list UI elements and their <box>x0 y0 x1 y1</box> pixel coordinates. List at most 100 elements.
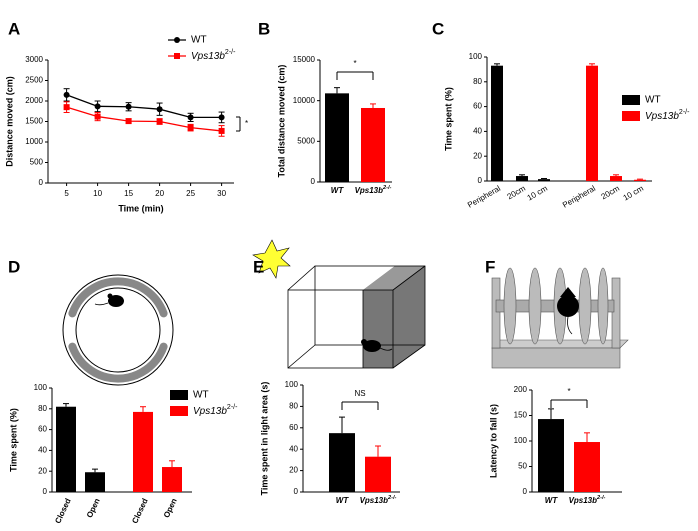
y-tick-label: 0 <box>478 176 483 185</box>
bar <box>365 456 391 492</box>
bar <box>610 176 622 181</box>
y-tick-label: 5000 <box>297 136 315 145</box>
x-tick-label: 20 <box>155 189 164 198</box>
panel-label: D <box>8 257 20 276</box>
x-tick-label: WT <box>545 496 559 505</box>
bar <box>538 179 550 181</box>
point <box>218 127 225 134</box>
bar <box>516 176 528 181</box>
y-tick-label: 60 <box>38 425 47 434</box>
y-tick-label: 500 <box>30 158 44 167</box>
y-tick-label: 150 <box>514 411 528 420</box>
point <box>94 113 101 120</box>
point <box>218 114 225 121</box>
y-tick-label: 20 <box>38 466 47 475</box>
legend-swatch <box>622 95 640 105</box>
y-tick-label: 0 <box>523 487 528 496</box>
x-tick-label: WT <box>331 186 345 195</box>
x-tick-label: Vps13b2-/- <box>569 495 606 505</box>
point <box>187 124 194 131</box>
x-tick-label: WT <box>336 496 350 505</box>
annotation: * <box>245 119 248 128</box>
x-tick-label: 20cm <box>600 184 622 202</box>
maze-illustration <box>62 274 174 386</box>
y-tick-label: 40 <box>473 127 482 136</box>
bar <box>586 65 598 181</box>
y-tick-label: 10000 <box>293 96 316 105</box>
bar <box>329 433 355 492</box>
panel-label: B <box>258 19 270 38</box>
legend-marker <box>174 53 180 59</box>
panel-label: C <box>432 19 444 38</box>
bar <box>538 419 564 492</box>
legend-swatch <box>170 390 188 400</box>
legend-label: WT <box>645 95 661 106</box>
y-tick-label: 40 <box>38 446 47 455</box>
y-tick-label: 80 <box>473 77 482 86</box>
legend-label: Vps13b2-/- <box>645 109 690 121</box>
y-tick-label: 100 <box>469 52 483 61</box>
y-tick-label: 3000 <box>25 55 43 64</box>
y-tick-label: 2000 <box>25 96 43 105</box>
y-axis-title: Latency to fall (s) <box>488 404 498 478</box>
bar <box>162 467 182 492</box>
y-tick-label: 20 <box>473 151 482 160</box>
legend-label: WT <box>193 390 209 401</box>
y-tick-label: 1000 <box>25 137 43 146</box>
panel-label: E <box>253 257 264 276</box>
bar <box>56 406 76 492</box>
bar <box>634 179 646 181</box>
y-tick-label: 0 <box>39 178 44 187</box>
annotation: NS <box>354 389 365 398</box>
point <box>125 118 132 125</box>
y-tick-label: 80 <box>289 402 298 411</box>
x-tick-label: Peripheral <box>561 184 597 210</box>
rotarod-illustration <box>491 267 629 369</box>
y-tick-label: 0 <box>311 177 316 186</box>
x-tick-label: Open <box>85 497 102 519</box>
y-tick-label: 200 <box>514 385 528 394</box>
point <box>63 104 70 111</box>
point <box>94 103 101 110</box>
legend-swatch <box>170 406 188 416</box>
x-tick-label: 10 cm <box>526 184 550 203</box>
y-tick-label: 40 <box>289 444 298 453</box>
legend-swatch <box>622 111 640 121</box>
y-tick-label: 60 <box>289 423 298 432</box>
panel-label: F <box>485 257 495 276</box>
y-axis-title: Time spent in light area (s) <box>259 382 269 496</box>
point <box>156 118 163 125</box>
series-line <box>66 106 222 132</box>
y-tick-label: 15000 <box>293 55 316 64</box>
bar <box>361 107 385 182</box>
y-axis-title: Total distance moved (cm) <box>276 65 286 178</box>
y-axis-title: Time spent (%) <box>8 408 18 472</box>
point <box>187 114 194 121</box>
annotation: * <box>567 387 570 396</box>
y-tick-label: 0 <box>294 487 299 496</box>
legend-label: Vps13b2-/- <box>193 404 238 416</box>
legend-label: Vps13b2-/- <box>191 49 236 61</box>
x-tick-label: 30 <box>217 189 226 198</box>
x-tick-label: Vps13b2-/- <box>355 185 392 195</box>
bar <box>133 411 153 492</box>
y-tick-label: 0 <box>43 487 48 496</box>
x-tick-label: Vps13b2-/- <box>360 495 397 505</box>
y-tick-label: 60 <box>473 102 482 111</box>
y-tick-label: 20 <box>289 466 298 475</box>
light-dark-box-illustration <box>252 239 426 369</box>
y-tick-label: 80 <box>38 404 47 413</box>
x-tick-label: Closed <box>53 497 72 525</box>
bar <box>491 65 503 181</box>
legend-marker <box>174 37 180 43</box>
point <box>63 91 70 98</box>
x-tick-label: Peripheral <box>466 184 502 210</box>
y-tick-label: 50 <box>518 462 527 471</box>
legend-label: WT <box>191 35 207 46</box>
point <box>156 106 163 113</box>
y-axis-title: Time spent (%) <box>443 87 453 151</box>
x-tick-label: 5 <box>64 189 69 198</box>
bar <box>325 93 349 182</box>
point <box>125 103 132 110</box>
